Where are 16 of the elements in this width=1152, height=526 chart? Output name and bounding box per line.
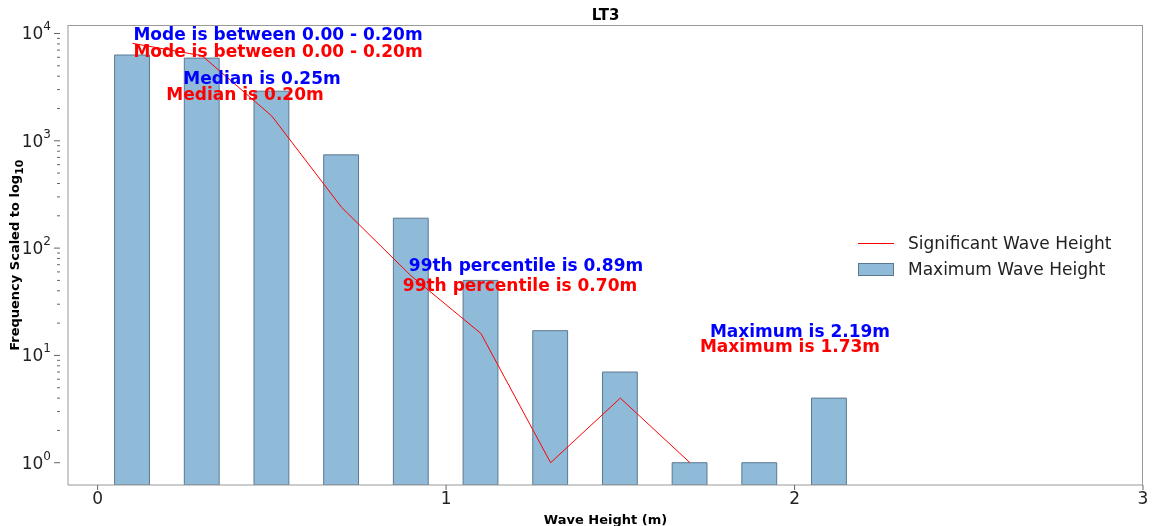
y-tick-label: 10$^{4}$	[21, 19, 51, 44]
y-tick-label: 10$^{0}$	[21, 448, 51, 473]
x-tick-label: 2	[789, 488, 800, 509]
y-tick-label: 10$^{3}$	[21, 126, 51, 151]
x-axis-title: Wave Height (m)	[542, 512, 669, 526]
legend-label: Significant Wave Height	[908, 233, 1112, 253]
annotation: Maximum is 1.73m	[699, 336, 881, 356]
x-tick-label: 0	[92, 488, 104, 509]
x-tick-label: 3	[1137, 488, 1149, 509]
annotation: Mode is between 0.00 - 0.20m	[133, 24, 423, 44]
chart-title: LT3	[590, 6, 621, 24]
x-tick-label: 1	[440, 488, 452, 509]
y-tick-label: 10$^{1}$	[21, 341, 51, 366]
line-series	[131, 42, 691, 464]
legend-label: Maximum Wave Height	[908, 259, 1106, 279]
annotation: 99th percentile is 0.89m	[408, 255, 644, 275]
